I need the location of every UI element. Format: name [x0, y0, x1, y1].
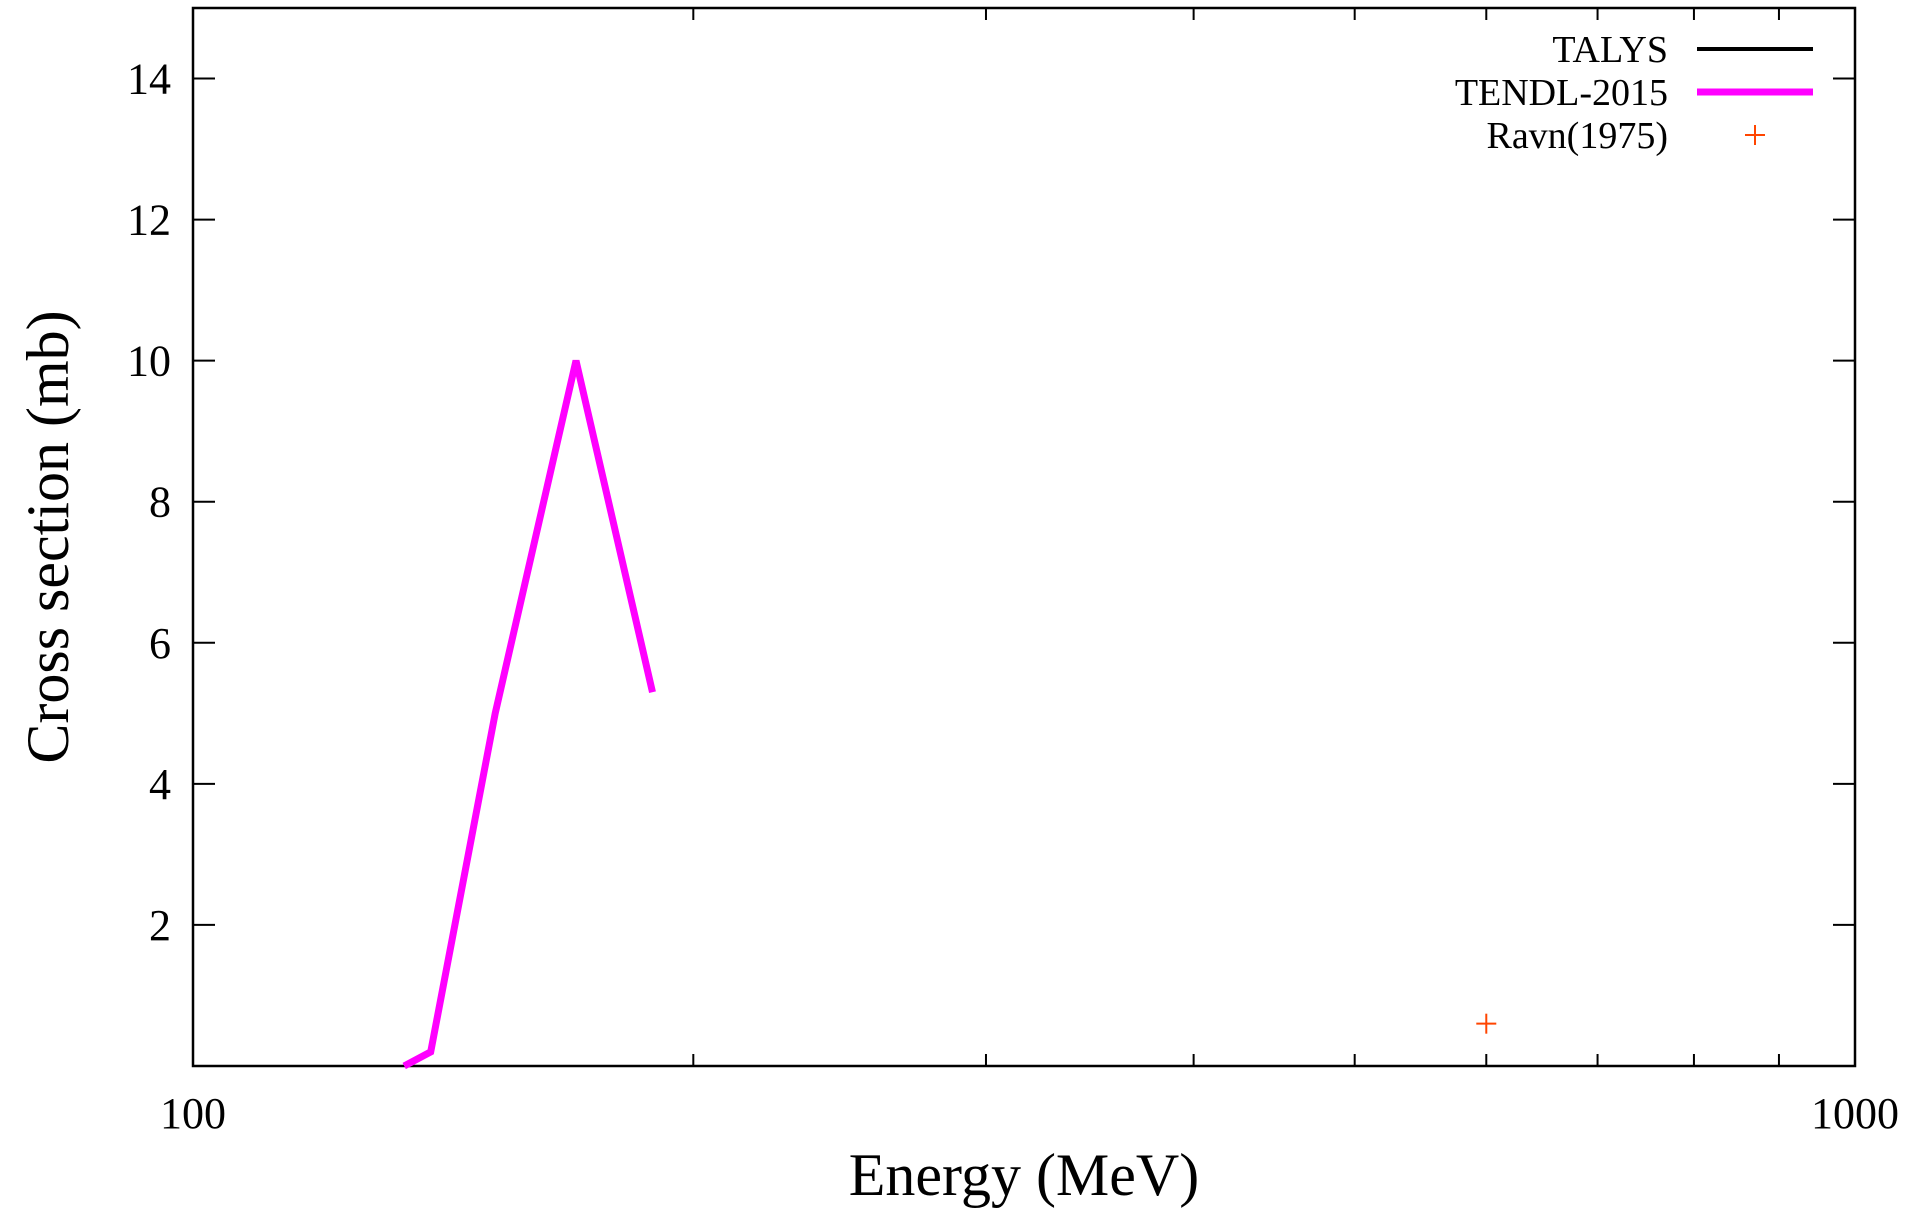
legend-swatch-plus — [1745, 125, 1765, 145]
x-tick-label: 100 — [160, 1089, 226, 1138]
axis-ticks — [192, 8, 1856, 1066]
x-tick-label: 1000 — [1811, 1089, 1899, 1138]
y-tick-label: 6 — [149, 619, 171, 668]
plot-frame — [191, 6, 1857, 1068]
data-point-plus — [1476, 1013, 1497, 1034]
y-tick-label: 8 — [149, 478, 171, 527]
y-tick-label: 10 — [127, 337, 171, 386]
series-line-tendl-2015 — [402, 359, 656, 1070]
legend-label: TALYS — [1552, 29, 1668, 71]
y-tick-label: 4 — [149, 760, 171, 809]
y-tick-label: 12 — [127, 196, 171, 245]
data-series — [402, 359, 1497, 1070]
legend-label: TENDL-2015 — [1455, 72, 1668, 114]
y-axis-title: Cross section (mb) — [15, 310, 81, 763]
tick-labels: 2 4 6 8 10 12 14 100 1000 — [127, 55, 1899, 1138]
y-tick-label: 14 — [127, 55, 171, 104]
y-tick-label: 2 — [149, 901, 171, 950]
legend-label: Ravn(1975) — [1486, 115, 1668, 157]
x-axis-title: Energy (MeV) — [849, 1142, 1199, 1208]
